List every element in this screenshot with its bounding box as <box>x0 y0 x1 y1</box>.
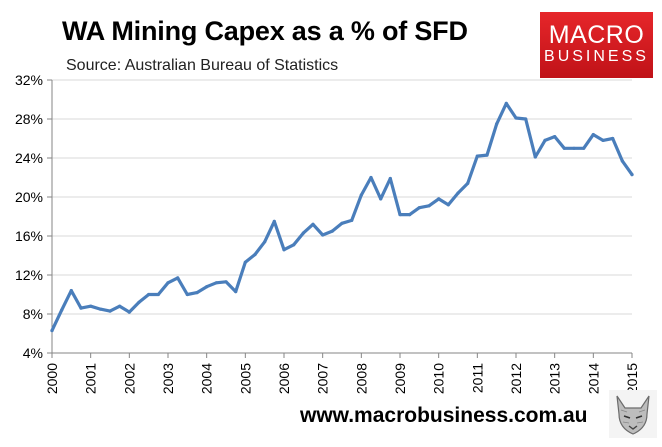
data-point <box>127 310 131 314</box>
data-point <box>369 175 373 180</box>
data-point <box>601 138 605 142</box>
data-point <box>69 289 73 293</box>
data-point <box>379 197 383 201</box>
data-point <box>137 300 141 304</box>
data-point <box>301 231 305 235</box>
data-point <box>118 304 122 308</box>
wolf-mascot-icon <box>609 390 657 438</box>
data-point <box>582 146 586 150</box>
data-point <box>495 122 499 126</box>
data-point <box>456 191 460 195</box>
y-tick-label: 20% <box>15 189 43 205</box>
gridlines <box>52 79 632 315</box>
x-tick-label: 2004 <box>199 363 215 394</box>
data-point <box>340 221 344 225</box>
data-point <box>504 101 508 105</box>
data-point <box>437 197 441 201</box>
data-point <box>562 146 566 150</box>
y-tick-label: 16% <box>15 228 43 244</box>
axes <box>47 79 633 358</box>
data-point <box>195 291 199 295</box>
data-point <box>282 248 286 252</box>
y-axis-tick-labels: 4% 8% 12% 16% 20% 24% 28% 32% <box>15 72 43 361</box>
x-tick-label: 2015 <box>624 363 640 394</box>
data-point <box>321 233 325 237</box>
data-point <box>253 252 257 257</box>
data-point <box>611 136 615 141</box>
y-tick-label: 4% <box>23 345 43 361</box>
page-title: WA Mining Capex as a % of SFD <box>62 16 468 46</box>
data-point <box>630 173 634 177</box>
data-point <box>359 193 363 197</box>
data-point <box>446 203 450 207</box>
data-point <box>591 133 595 137</box>
logo-line-2: BUSINESS <box>544 48 649 65</box>
data-point <box>514 116 518 120</box>
y-tick-label: 12% <box>15 267 43 283</box>
data-point <box>147 292 151 297</box>
series-layer <box>50 101 634 333</box>
x-tick-label: 2002 <box>121 363 137 394</box>
x-tick-label: 2007 <box>315 363 331 394</box>
data-point <box>485 153 489 157</box>
x-tick-label: 2014 <box>585 363 601 394</box>
y-tick-label: 32% <box>15 72 43 88</box>
data-point <box>50 329 54 333</box>
x-tick-label: 2009 <box>392 363 408 394</box>
data-point <box>185 292 189 297</box>
x-tick-label: 2005 <box>237 363 253 394</box>
data-point <box>553 135 557 139</box>
data-point <box>234 290 238 294</box>
data-point <box>224 280 228 284</box>
data-point <box>176 276 180 280</box>
data-point <box>214 281 218 285</box>
x-tick-label: 2012 <box>508 363 524 394</box>
data-point <box>466 181 470 185</box>
data-point <box>205 285 209 289</box>
data-point <box>572 146 576 150</box>
logo-line-1: MACRO <box>548 21 645 49</box>
data-point <box>60 308 64 312</box>
y-tick-label: 28% <box>15 111 43 127</box>
data-point <box>475 154 479 158</box>
data-point <box>311 222 315 226</box>
x-tick-label: 2000 <box>44 363 60 394</box>
data-point <box>398 213 402 217</box>
series-line <box>50 101 634 333</box>
data-point <box>98 307 102 311</box>
data-point <box>108 309 112 313</box>
data-point <box>524 117 528 121</box>
data-point <box>427 204 431 208</box>
website-url: www.macrobusiness.com.au <box>300 404 588 427</box>
x-tick-label: 2013 <box>547 363 563 394</box>
data-point <box>417 206 421 210</box>
data-point <box>408 213 412 217</box>
x-tick-label: 2011 <box>469 363 485 393</box>
data-point <box>243 260 247 264</box>
chart-source: Source: Australian Bureau of Statistics <box>66 57 339 74</box>
data-point <box>292 243 296 247</box>
x-tick-label: 2008 <box>353 363 369 394</box>
data-point <box>388 176 392 181</box>
data-point <box>263 240 267 244</box>
x-tick-label: 2001 <box>83 363 99 394</box>
data-point <box>166 281 170 285</box>
data-point <box>89 304 93 308</box>
data-point <box>350 218 354 222</box>
x-tick-label: 2003 <box>160 363 176 394</box>
x-axis-tick-labels: 2000 2001 2002 2003 2004 2005 2006 2007 2008 2009… <box>44 363 640 394</box>
y-tick-label: 8% <box>23 306 43 322</box>
macrobusiness-logo: MACRO BUSINESS <box>540 12 653 78</box>
data-point <box>620 159 624 163</box>
data-point <box>330 229 334 233</box>
data-point <box>533 155 537 159</box>
x-tick-label: 2010 <box>431 363 447 394</box>
y-tick-label: 24% <box>15 150 43 166</box>
x-tick-label: 2006 <box>276 363 292 394</box>
data-point <box>543 138 547 142</box>
data-point <box>79 306 83 310</box>
data-point <box>272 219 276 223</box>
data-point <box>156 292 160 297</box>
